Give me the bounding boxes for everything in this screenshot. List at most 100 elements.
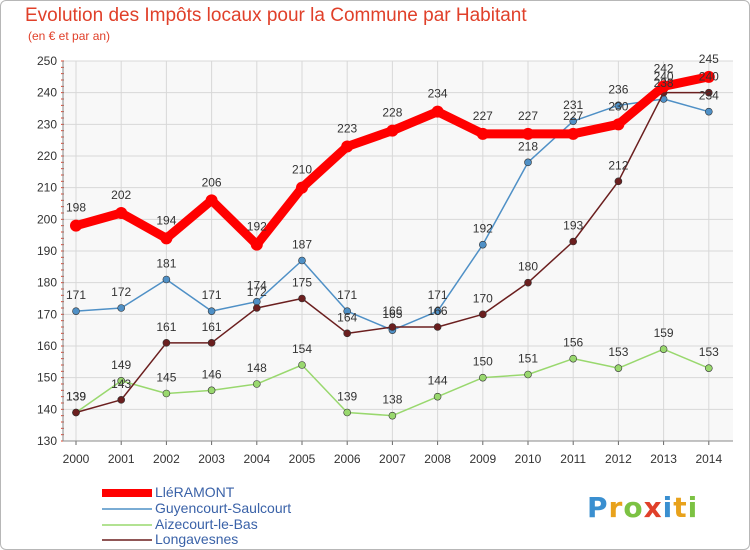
data-label: 164 bbox=[337, 310, 357, 324]
data-point bbox=[70, 219, 82, 232]
data-label: 245 bbox=[699, 52, 719, 66]
data-label: 170 bbox=[473, 291, 493, 305]
data-point bbox=[704, 364, 713, 372]
data-point bbox=[341, 140, 354, 153]
chart-subtitle: (en € et par an) bbox=[28, 29, 111, 43]
y-tick-label: 170 bbox=[37, 307, 57, 321]
data-point bbox=[569, 237, 578, 246]
data-label: 166 bbox=[382, 304, 402, 318]
data-label: 139 bbox=[66, 390, 86, 404]
x-tick-label: 2006 bbox=[334, 452, 361, 466]
y-tick-label: 250 bbox=[37, 54, 57, 68]
legend-item-lleramont: LléRAMONT bbox=[102, 484, 342, 500]
data-label: 171 bbox=[66, 288, 86, 302]
data-label: 212 bbox=[608, 158, 628, 172]
data-point bbox=[612, 118, 625, 131]
data-point bbox=[524, 278, 532, 287]
data-point bbox=[431, 105, 444, 118]
data-label: 156 bbox=[563, 336, 583, 350]
data-label: 171 bbox=[337, 288, 357, 302]
x-tick-label: 2010 bbox=[515, 452, 542, 466]
data-label: 227 bbox=[563, 109, 583, 123]
logo-letter: x bbox=[643, 491, 663, 524]
data-point bbox=[524, 370, 532, 379]
data-label: 242 bbox=[654, 61, 674, 75]
data-point bbox=[117, 377, 125, 385]
data-label: 206 bbox=[202, 175, 222, 189]
data-label: 231 bbox=[563, 98, 583, 112]
y-tick-label: 130 bbox=[37, 434, 57, 448]
legend-label-lleramont: LléRAMONT bbox=[155, 484, 235, 500]
data-label: 139 bbox=[66, 390, 86, 404]
data-label: 210 bbox=[292, 163, 312, 177]
data-label: 143 bbox=[111, 377, 131, 391]
data-label: 174 bbox=[247, 279, 267, 293]
data-point bbox=[386, 124, 399, 137]
legend-swatch-guyencourt-saulcourt bbox=[102, 507, 152, 510]
data-point bbox=[388, 323, 397, 331]
data-point bbox=[115, 207, 128, 219]
x-tick-label: 2004 bbox=[243, 452, 270, 466]
data-point bbox=[298, 361, 306, 369]
data-point bbox=[253, 380, 261, 388]
data-label: 192 bbox=[247, 220, 267, 234]
data-point bbox=[296, 181, 308, 194]
data-point bbox=[659, 345, 668, 353]
data-point bbox=[569, 354, 578, 363]
x-tick-label: 2013 bbox=[650, 452, 677, 466]
data-point bbox=[207, 307, 216, 315]
y-tick-label: 140 bbox=[37, 402, 57, 416]
x-tick-label: 2012 bbox=[605, 452, 632, 466]
data-label: 171 bbox=[428, 288, 448, 302]
legend-swatch-lleramont bbox=[102, 488, 152, 497]
data-point bbox=[298, 256, 306, 265]
data-point bbox=[704, 107, 713, 116]
data-label: 240 bbox=[654, 70, 674, 84]
data-point bbox=[162, 389, 171, 398]
y-tick-label: 160 bbox=[37, 339, 57, 353]
data-point bbox=[253, 297, 261, 306]
data-label: 181 bbox=[156, 257, 176, 271]
x-tick-label: 2009 bbox=[469, 452, 496, 466]
data-point bbox=[478, 240, 487, 249]
legend-label-aizecourt-le-bas: Aizecourt-le-Bas bbox=[155, 516, 258, 532]
x-tick-label: 2002 bbox=[153, 452, 180, 466]
data-label: 238 bbox=[654, 76, 674, 90]
data-label: 146 bbox=[202, 367, 222, 381]
data-label: 153 bbox=[608, 345, 628, 359]
logo-letter: r bbox=[608, 491, 624, 524]
data-point bbox=[72, 307, 80, 315]
logo-letter: P bbox=[587, 491, 609, 524]
data-label: 180 bbox=[518, 260, 538, 274]
data-point bbox=[567, 127, 580, 140]
x-tick-label: 2001 bbox=[108, 452, 135, 466]
y-tick-label: 230 bbox=[37, 117, 57, 131]
y-tick-label: 180 bbox=[37, 276, 57, 290]
data-label: 161 bbox=[156, 320, 176, 334]
data-point bbox=[433, 392, 442, 401]
data-label: 187 bbox=[292, 238, 312, 252]
data-label: 227 bbox=[473, 109, 493, 123]
y-tick-label: 200 bbox=[37, 212, 57, 226]
legend-label-guyencourt-saulcourt: Guyencourt-Saulcourt bbox=[155, 500, 292, 516]
data-point bbox=[657, 80, 670, 93]
data-point bbox=[250, 238, 263, 251]
x-tick-label: 2007 bbox=[379, 452, 406, 466]
data-label: 150 bbox=[473, 355, 493, 369]
data-point bbox=[343, 307, 352, 315]
data-label: 154 bbox=[292, 342, 312, 356]
data-point bbox=[207, 386, 216, 395]
data-point bbox=[478, 310, 487, 319]
data-label: 148 bbox=[247, 361, 267, 375]
data-point bbox=[569, 117, 578, 125]
data-point bbox=[614, 177, 623, 186]
data-point bbox=[117, 304, 125, 312]
data-label: 172 bbox=[111, 285, 131, 299]
data-label: 175 bbox=[292, 276, 312, 290]
data-point bbox=[117, 396, 125, 404]
data-point bbox=[160, 232, 173, 245]
data-point bbox=[476, 127, 489, 140]
y-tick-label: 220 bbox=[37, 149, 57, 163]
